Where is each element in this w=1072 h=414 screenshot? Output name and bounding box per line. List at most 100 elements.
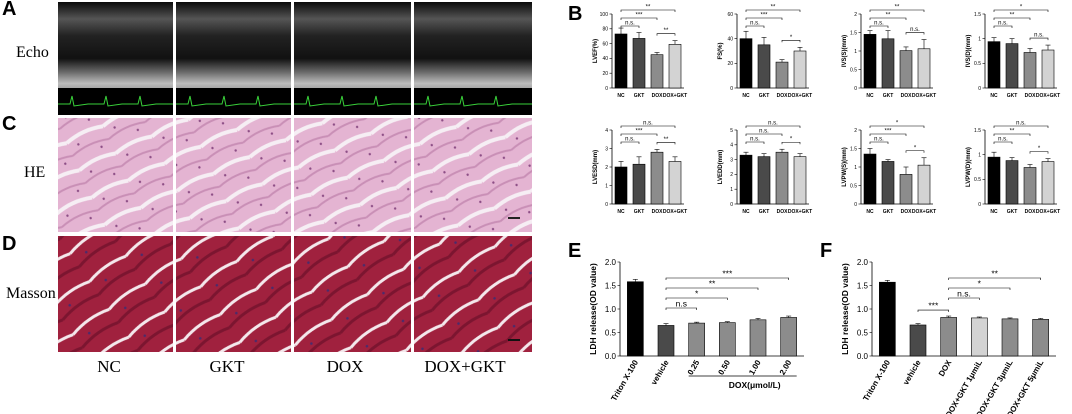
significance-bracket xyxy=(620,133,658,136)
bar xyxy=(614,166,628,205)
x-tick-label: GKT xyxy=(634,93,645,99)
y-tick-label: 80 xyxy=(602,27,608,33)
bar xyxy=(1032,319,1049,357)
x-tick-label: DOX xyxy=(937,358,954,378)
y-tick-label: 0.5 xyxy=(857,328,869,337)
significance-label: ** xyxy=(664,137,669,143)
x-tick-label: DOX xyxy=(1025,93,1037,99)
y-tick-label: 1 xyxy=(978,152,981,158)
y-tick-label: 40 xyxy=(727,36,733,42)
x-tick-label: DOX xyxy=(901,209,913,215)
y-tick-label: 1.0 xyxy=(857,305,869,314)
significance-bracket xyxy=(620,141,640,144)
y-tick-label: 1.5 xyxy=(857,281,869,290)
bar xyxy=(650,151,664,205)
bar xyxy=(1005,43,1019,89)
y-tick-label: 1 xyxy=(730,187,733,193)
masson-tile-dox xyxy=(294,236,411,352)
x-tick-label: DOX+GKT xyxy=(1036,209,1060,215)
chart-b6: 0 1 2 3 4 5 LVEDD(mm) NC GKT DOX DOX+GKT n.s. n.s. n.… xyxy=(718,121,812,216)
bar xyxy=(863,153,877,205)
bar xyxy=(917,164,931,205)
significance-label: *** xyxy=(635,13,643,19)
he-tile-gkt xyxy=(176,118,291,232)
x-tick-label: NC xyxy=(866,209,874,215)
y-tick-label: 20 xyxy=(727,61,733,67)
significance-bracket xyxy=(665,287,759,290)
y-tick-label: 1 xyxy=(854,49,857,55)
y-tick-label: 60 xyxy=(602,41,608,47)
significance-label: * xyxy=(896,121,899,127)
bar xyxy=(899,174,913,205)
y-tick-label: 0 xyxy=(730,202,733,208)
y-tick-label: 0 xyxy=(978,86,981,92)
echo-tile-nc xyxy=(58,2,173,115)
bar xyxy=(749,319,767,357)
significance-bracket xyxy=(656,142,676,145)
significance-label: n.s. xyxy=(625,21,635,27)
significance-label: ** xyxy=(886,13,891,19)
significance-label: n.s xyxy=(676,299,687,309)
y-tick-label: 2 xyxy=(854,128,857,134)
significance-label: * xyxy=(978,279,982,289)
y-tick-label: 1.5 xyxy=(974,12,981,18)
y-axis-label: IVS(S)(mm) xyxy=(842,35,848,67)
significance-label: *** xyxy=(884,129,892,135)
image-grid xyxy=(58,2,532,352)
y-tick-label: 60 xyxy=(727,12,733,18)
significance-label: ** xyxy=(646,5,651,11)
y-tick-label: 0.0 xyxy=(857,352,869,361)
significance-bracket xyxy=(745,25,765,28)
y-tick-label: 0.5 xyxy=(974,61,981,67)
y-tick-label: 1.5 xyxy=(850,146,857,152)
x-tick-label: NC xyxy=(742,93,750,99)
bar xyxy=(793,50,807,89)
panel-letter-c: C xyxy=(2,113,17,135)
significance-bracket xyxy=(869,9,925,12)
bar xyxy=(793,156,807,205)
y-tick-label: 4 xyxy=(605,128,608,134)
bar xyxy=(1005,160,1019,205)
x-tick-label: DOX+GKT xyxy=(912,93,936,99)
significance-bracket xyxy=(745,17,783,20)
y-tick-label: 2.0 xyxy=(605,258,617,267)
significance-bracket xyxy=(620,17,658,20)
significance-bracket xyxy=(869,133,907,136)
significance-label: * xyxy=(695,289,699,299)
y-axis-label: LVEF(%) xyxy=(593,39,599,63)
bar xyxy=(632,38,646,89)
bar xyxy=(775,151,789,205)
panel-letter-d: D xyxy=(2,233,17,255)
x-tick-label: DOX xyxy=(777,209,789,215)
bar xyxy=(863,34,877,89)
y-axis-label: LVPW(D)(mm) xyxy=(966,147,972,187)
significance-label: n.s. xyxy=(759,129,769,135)
significance-bracket xyxy=(869,25,889,28)
bar xyxy=(650,54,664,89)
significance-label: n.s. xyxy=(750,21,760,27)
bar xyxy=(668,161,682,205)
significance-bracket xyxy=(745,133,783,136)
x-axis-label: DOX(μmol/L) xyxy=(729,380,781,390)
bar xyxy=(1041,49,1055,89)
bar xyxy=(881,38,895,89)
significance-label: ** xyxy=(1010,129,1015,135)
x-tick-label: NC xyxy=(866,93,874,99)
bar xyxy=(1023,167,1037,205)
significance-bracket xyxy=(869,17,907,20)
significance-label: n.s. xyxy=(910,27,920,33)
significance-bracket xyxy=(781,39,801,43)
x-tick-label: GKT xyxy=(634,209,645,215)
bar xyxy=(739,154,753,205)
significance-label: n.s. xyxy=(874,137,884,143)
significance-label: * xyxy=(790,137,793,143)
panel-letter-e: E xyxy=(568,240,582,262)
x-tick-label: DOX xyxy=(777,93,789,99)
significance-label: n.s. xyxy=(1016,121,1026,127)
y-tick-label: 1.5 xyxy=(605,281,617,290)
x-tick-label: GKT xyxy=(883,209,894,215)
